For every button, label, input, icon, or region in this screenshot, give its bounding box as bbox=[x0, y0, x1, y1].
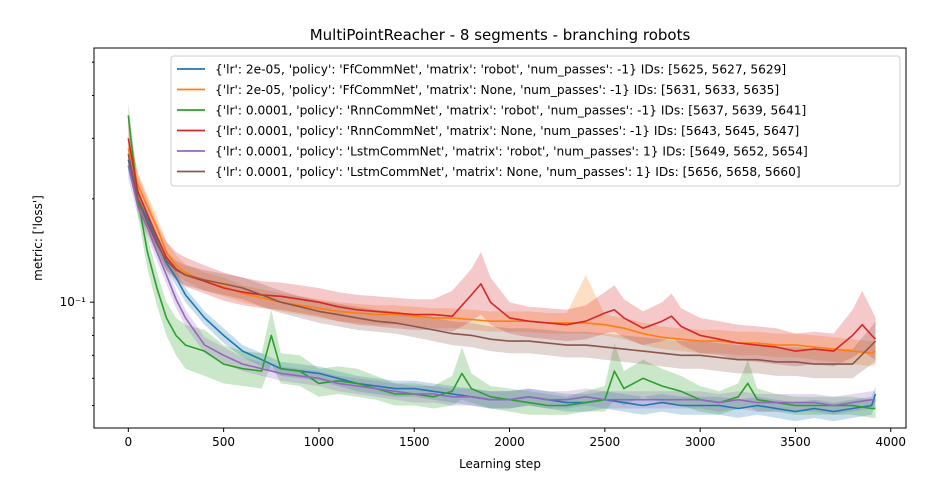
x-tick-label: 2500 bbox=[590, 435, 621, 449]
y-axis-label: metric: ['loss'] bbox=[31, 195, 45, 281]
series-4-line bbox=[127, 138, 877, 352]
x-tick-label: 500 bbox=[212, 435, 235, 449]
x-tick-label: 4000 bbox=[875, 435, 906, 449]
legend-entry: {'lr': 0.0001, 'policy': 'LstmCommNet', … bbox=[215, 145, 808, 159]
x-tick-label: 1500 bbox=[399, 435, 430, 449]
legend-entry: {'lr': 0.0001, 'policy': 'RnnCommNet', '… bbox=[215, 104, 806, 118]
x-tick-label: 3500 bbox=[780, 435, 811, 449]
x-tick-label: 0 bbox=[124, 435, 132, 449]
series-3-line bbox=[127, 115, 876, 410]
legend-entry: {'lr': 2e-05, 'policy': 'FfCommNet', 'ma… bbox=[215, 63, 786, 77]
series-6-band bbox=[128, 143, 876, 379]
x-tick-label: 3000 bbox=[685, 435, 716, 449]
x-tick-label: 1000 bbox=[304, 435, 335, 449]
series-4-band bbox=[128, 119, 876, 367]
x-axis-label: Learning step bbox=[459, 457, 541, 471]
series-lines bbox=[127, 115, 877, 413]
legend-entry: {'lr': 0.0001, 'policy': 'RnnCommNet', '… bbox=[215, 124, 799, 138]
x-axis-ticks: 0 500 1000 1500 2000 2500 3000 3500 4000 bbox=[124, 428, 906, 449]
legend-entry: {'lr': 2e-05, 'policy': 'FfCommNet', 'ma… bbox=[215, 83, 779, 97]
plot-frame bbox=[93, 47, 907, 429]
chart-title: MultiPointReacher - 8 segments - branchi… bbox=[310, 26, 691, 44]
legend-entry: {'lr': 0.0001, 'policy': 'LstmCommNet', … bbox=[215, 165, 801, 179]
legend: {'lr': 2e-05, 'policy': 'FfCommNet', 'ma… bbox=[170, 55, 901, 187]
series-6-line bbox=[127, 153, 877, 365]
x-tick-label: 2000 bbox=[494, 435, 525, 449]
y-tick-label: 10⁻¹ bbox=[60, 295, 87, 309]
legend-box bbox=[170, 55, 901, 187]
y-axis-ticks: 10⁻¹ bbox=[60, 61, 94, 407]
series-5-line bbox=[127, 165, 876, 407]
